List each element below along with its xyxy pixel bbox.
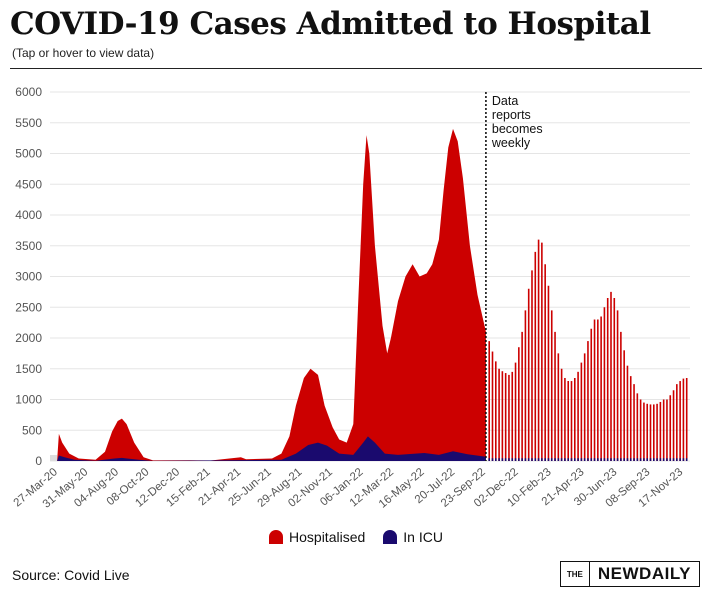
annotation-text: Data <box>492 94 518 108</box>
y-tick-label: 5000 <box>15 147 42 161</box>
baseline-band <box>50 455 58 461</box>
y-tick-label: 4500 <box>15 177 42 191</box>
hospitalised-swatch <box>269 530 284 544</box>
y-tick-label: 5500 <box>15 116 42 130</box>
legend-item-hospitalised[interactable]: Hospitalised <box>269 529 365 545</box>
hospitalised-area <box>50 128 486 461</box>
legend-label-hospitalised: Hospitalised <box>289 529 366 545</box>
y-tick-label: 1000 <box>15 393 42 407</box>
y-tick-label: 2000 <box>15 331 42 345</box>
y-tick-label: 1500 <box>15 362 42 376</box>
y-tick-label: 500 <box>22 423 42 437</box>
y-tick-label: 3500 <box>15 239 42 253</box>
chart-legend: Hospitalised In ICU <box>0 529 712 545</box>
logo-the-text: THE <box>561 562 590 586</box>
hospital-admissions-chart[interactable]: 0 500 1000 1500 2000 2500 3000 3500 4000 4500 5000… <box>0 80 712 525</box>
legend-item-icu[interactable]: In ICU <box>383 529 443 545</box>
chart-title: COVID-19 Cases Admitted to Hospital <box>10 6 651 42</box>
annotation-text: weekly <box>491 136 531 150</box>
y-tick-label: 4000 <box>15 208 42 222</box>
y-tick-label: 2500 <box>15 300 42 314</box>
title-divider <box>10 68 702 69</box>
logo-main-text: NEWDAILY <box>597 564 691 583</box>
icu-swatch <box>383 530 398 544</box>
annotation-text: becomes <box>492 122 543 136</box>
legend-label-icu: In ICU <box>403 529 443 545</box>
annotation-text: reports <box>492 108 531 122</box>
y-tick-label: 0 <box>35 454 42 468</box>
y-tick-label: 6000 <box>15 85 42 99</box>
the-new-daily-logo: THE NEWDAILY <box>559 561 700 587</box>
icu-area <box>50 436 486 461</box>
y-tick-label: 3000 <box>15 270 42 284</box>
source-note: Source: Covid Live <box>12 567 130 583</box>
chart-subtitle: (Tap or hover to view data) <box>12 46 155 60</box>
